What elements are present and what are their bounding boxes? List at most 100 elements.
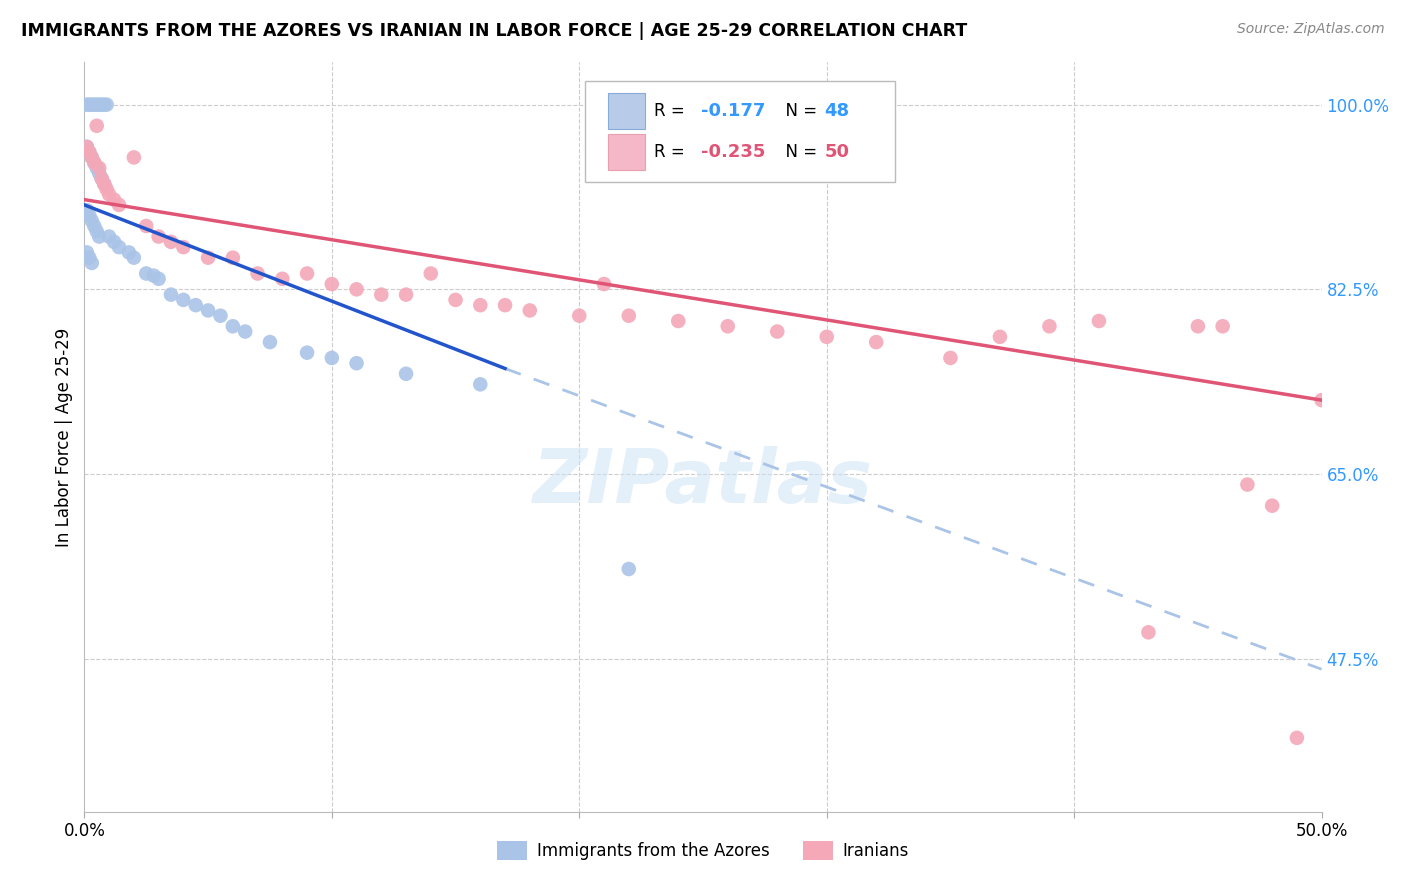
Point bbox=[1088, 314, 1111, 328]
Legend: Immigrants from the Azores, Iranians: Immigrants from the Azores, Iranians bbox=[491, 835, 915, 867]
Point bbox=[321, 351, 343, 365]
Point bbox=[295, 345, 318, 359]
Point bbox=[666, 314, 689, 328]
Text: R =: R = bbox=[654, 103, 689, 120]
Point bbox=[222, 319, 245, 334]
Point bbox=[1137, 625, 1160, 640]
Point bbox=[83, 219, 105, 233]
Point bbox=[295, 267, 318, 281]
Point bbox=[76, 203, 98, 218]
Point bbox=[76, 245, 98, 260]
Point bbox=[86, 97, 108, 112]
Point bbox=[89, 229, 111, 244]
Point bbox=[865, 335, 887, 350]
Text: 48: 48 bbox=[824, 103, 849, 120]
Point bbox=[83, 155, 105, 169]
Point bbox=[717, 319, 740, 334]
Point bbox=[80, 256, 103, 270]
Point bbox=[197, 251, 219, 265]
Point bbox=[86, 119, 108, 133]
Point bbox=[395, 287, 418, 301]
Point bbox=[209, 309, 232, 323]
Point bbox=[321, 277, 343, 291]
Text: N =: N = bbox=[775, 144, 823, 161]
FancyBboxPatch shape bbox=[607, 135, 645, 170]
Point bbox=[593, 277, 616, 291]
Point bbox=[142, 268, 165, 283]
Text: IMMIGRANTS FROM THE AZORES VS IRANIAN IN LABOR FORCE | AGE 25-29 CORRELATION CHA: IMMIGRANTS FROM THE AZORES VS IRANIAN IN… bbox=[21, 22, 967, 40]
Point bbox=[90, 171, 112, 186]
Point bbox=[1236, 477, 1258, 491]
Point bbox=[89, 166, 111, 180]
Text: R =: R = bbox=[654, 144, 689, 161]
Point bbox=[568, 309, 591, 323]
Point bbox=[108, 240, 131, 254]
Point bbox=[148, 229, 170, 244]
Point bbox=[346, 356, 368, 370]
Point bbox=[939, 351, 962, 365]
Point bbox=[98, 229, 121, 244]
Point bbox=[470, 298, 492, 312]
Point bbox=[766, 325, 789, 339]
Point bbox=[135, 219, 157, 233]
Point bbox=[1261, 499, 1284, 513]
Point bbox=[419, 267, 441, 281]
Point bbox=[246, 267, 269, 281]
Point bbox=[815, 330, 838, 344]
Point bbox=[519, 303, 541, 318]
Point bbox=[444, 293, 467, 307]
Point bbox=[1285, 731, 1308, 745]
Point bbox=[346, 282, 368, 296]
Text: 50: 50 bbox=[824, 144, 849, 161]
Point bbox=[271, 272, 294, 286]
Text: ZIPatlas: ZIPatlas bbox=[533, 445, 873, 518]
Point bbox=[494, 298, 516, 312]
Point bbox=[79, 251, 101, 265]
Point bbox=[197, 303, 219, 318]
Y-axis label: In Labor Force | Age 25-29: In Labor Force | Age 25-29 bbox=[55, 327, 73, 547]
Point bbox=[83, 97, 105, 112]
Point bbox=[148, 272, 170, 286]
Text: N =: N = bbox=[775, 103, 823, 120]
Point bbox=[76, 140, 98, 154]
Text: -0.177: -0.177 bbox=[700, 103, 765, 120]
Point bbox=[988, 330, 1011, 344]
Point bbox=[89, 161, 111, 175]
Point bbox=[122, 150, 145, 164]
Point bbox=[184, 298, 207, 312]
Point bbox=[80, 213, 103, 227]
Point bbox=[172, 240, 194, 254]
Point bbox=[86, 224, 108, 238]
Text: Source: ZipAtlas.com: Source: ZipAtlas.com bbox=[1237, 22, 1385, 37]
Point bbox=[135, 267, 157, 281]
Point bbox=[108, 198, 131, 212]
Point bbox=[83, 155, 105, 169]
Point bbox=[103, 193, 125, 207]
Point bbox=[160, 235, 183, 249]
Point bbox=[470, 377, 492, 392]
Point bbox=[172, 293, 194, 307]
Point bbox=[93, 177, 115, 191]
Point bbox=[80, 97, 103, 112]
Point bbox=[90, 97, 112, 112]
Point bbox=[617, 562, 640, 576]
Point bbox=[96, 182, 118, 196]
Point bbox=[79, 209, 101, 223]
FancyBboxPatch shape bbox=[585, 81, 894, 182]
Point bbox=[160, 287, 183, 301]
Point bbox=[222, 251, 245, 265]
Text: -0.235: -0.235 bbox=[700, 144, 765, 161]
Point bbox=[103, 235, 125, 249]
Point bbox=[80, 150, 103, 164]
Point bbox=[96, 97, 118, 112]
Point bbox=[233, 325, 256, 339]
Point bbox=[90, 171, 112, 186]
Point bbox=[395, 367, 418, 381]
Point bbox=[98, 187, 121, 202]
Point bbox=[1038, 319, 1060, 334]
Point bbox=[370, 287, 392, 301]
Point bbox=[86, 161, 108, 175]
Point bbox=[79, 145, 101, 160]
Point bbox=[79, 97, 101, 112]
Point bbox=[89, 97, 111, 112]
